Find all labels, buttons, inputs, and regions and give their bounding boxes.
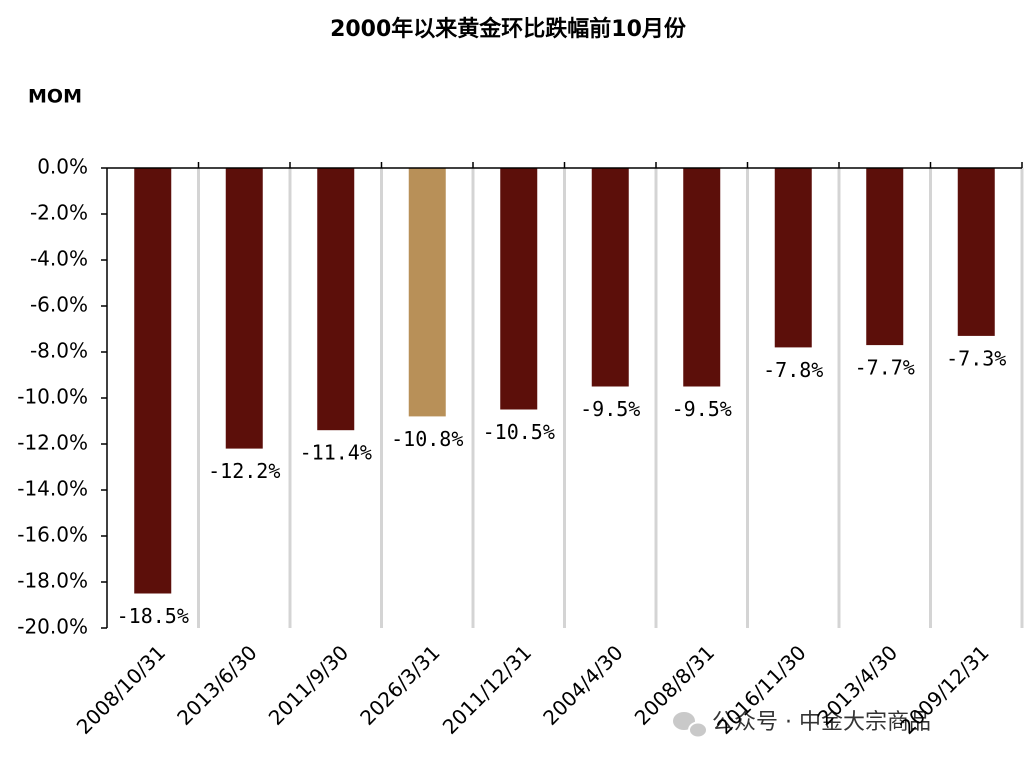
bar <box>591 168 629 387</box>
bar <box>774 168 812 348</box>
y-tick-label: -16.0% <box>17 523 88 547</box>
x-tick-label: 2011/9/30 <box>264 640 353 729</box>
value-label: -9.5% <box>580 397 640 421</box>
value-label: -12.2% <box>208 459 280 483</box>
bar <box>134 168 172 594</box>
y-tick-label: -2.0% <box>30 201 88 225</box>
bar <box>683 168 721 387</box>
y-tick-label: -6.0% <box>30 293 88 317</box>
chart-title: 2000年以来黄金环比跌幅前10月份 <box>330 16 687 42</box>
y-tick-label: -12.0% <box>17 431 88 455</box>
x-tick-label: 2013/6/30 <box>172 640 261 729</box>
value-label: -7.3% <box>946 346 1006 370</box>
bar <box>500 168 538 410</box>
value-label: -18.5% <box>117 604 189 628</box>
x-tick-label: 2011/12/31 <box>438 640 536 738</box>
value-label: -9.5% <box>672 397 732 421</box>
bar <box>957 168 995 336</box>
x-tick-label: 2008/8/31 <box>630 640 719 729</box>
y-tick-label: -20.0% <box>17 615 88 639</box>
x-tick-label: 2008/10/31 <box>72 640 170 738</box>
value-label: -10.8% <box>391 427 463 451</box>
bar <box>225 168 263 449</box>
y-axis-label: MOM <box>28 86 82 108</box>
y-tick-label: -18.0% <box>17 569 88 593</box>
value-label: -7.7% <box>855 356 915 380</box>
bar <box>408 168 446 417</box>
y-tick-label: 0.0% <box>37 155 88 179</box>
y-tick-label: -14.0% <box>17 477 88 501</box>
y-tick-label: -4.0% <box>30 247 88 271</box>
value-label: -11.4% <box>300 441 372 465</box>
bar <box>317 168 355 431</box>
watermark-icon <box>673 712 708 739</box>
bar <box>866 168 904 346</box>
y-tick-label: -10.0% <box>17 385 88 409</box>
value-label: -7.8% <box>763 358 823 382</box>
x-tick-label: 2026/3/31 <box>355 640 444 729</box>
y-tick-label: -8.0% <box>30 339 88 363</box>
watermark: 公众号 · 中金大宗商品 <box>712 710 931 735</box>
x-tick-label: 2004/4/30 <box>538 640 627 729</box>
value-label: -10.5% <box>483 420 555 444</box>
